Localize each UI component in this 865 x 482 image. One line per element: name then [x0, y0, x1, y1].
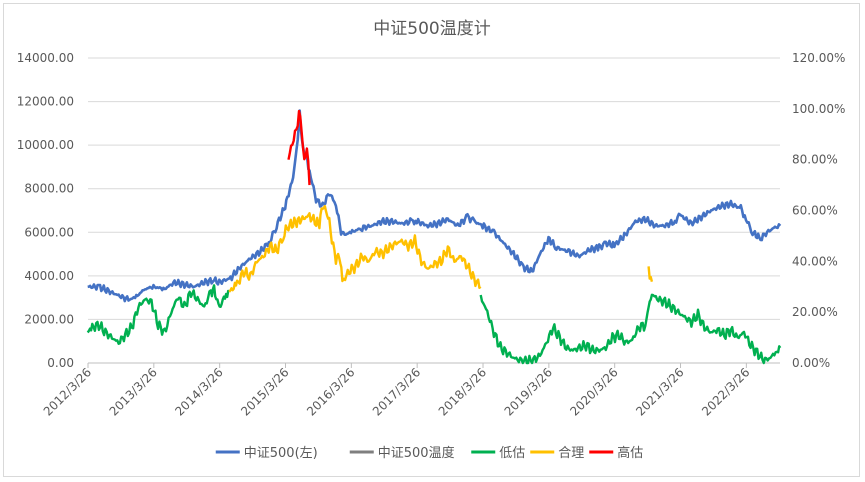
index-line — [87, 109, 782, 303]
x-tick-label: 2019/3/26 — [502, 365, 555, 418]
y-left-tick-label: 12000.00 — [17, 95, 74, 109]
y-right-tick-label: 60.00% — [792, 204, 838, 218]
y-left-tick-label: 14000.00 — [17, 51, 74, 65]
x-tick-label: 2021/3/26 — [633, 365, 686, 418]
legend-label: 中证500(左) — [244, 446, 318, 461]
legend-label: 高估 — [617, 445, 643, 461]
y-right-tick-label: 0.00% — [792, 356, 830, 370]
y-left-tick-label: 4000.00 — [24, 269, 74, 283]
low-valuation-line — [86, 284, 782, 365]
chart-title: 中证500温度计 — [373, 19, 490, 39]
x-axis: 2012/3/26 2013/3/26 2014/3/26 2015/3/26 2016… — [41, 362, 780, 419]
y-right-tick-label: 20.00% — [792, 305, 838, 319]
legend-label: 合理 — [558, 446, 584, 461]
legend: 中证500(左) 中证500温度 低估 合理 高估 — [215, 445, 643, 461]
x-tick-label: 2016/3/26 — [304, 365, 357, 418]
x-tick-label: 2014/3/26 — [172, 365, 225, 418]
y-left-tick-label: 8000.00 — [24, 182, 74, 196]
y-left-tick-label: 6000.00 — [24, 225, 74, 239]
y-right-tick-label: 100.00% — [792, 102, 845, 116]
x-tick-label: 2020/3/26 — [567, 365, 620, 418]
x-tick-label: 2022/3/26 — [699, 365, 752, 418]
y-right-tick-label: 120.00% — [792, 51, 845, 65]
y-left-tick-label: 0.00 — [47, 356, 74, 370]
x-tick-label: 2013/3/26 — [107, 365, 160, 418]
grid — [88, 57, 780, 364]
x-tick-label: 2017/3/26 — [370, 365, 423, 418]
x-tick-label: 2018/3/26 — [436, 365, 489, 418]
high-valuation-line — [287, 109, 311, 186]
series-lines — [86, 109, 782, 365]
y-left-tick-label: 2000.00 — [24, 312, 74, 326]
y-right-tick-label: 40.00% — [792, 254, 838, 268]
x-tick-label: 2015/3/26 — [238, 365, 291, 418]
fair-valuation-line — [228, 205, 654, 293]
y-right-axis: 0.00% 20.00% 40.00% 60.00% 80.00% 100.00% 120.… — [792, 51, 845, 370]
chart-svg: 中证500温度计 0.00 2000.00 4000.00 6000.00 8000.0… — [17, 19, 846, 461]
x-tick-label: 2012/3/26 — [41, 365, 94, 418]
y-right-tick-label: 80.00% — [792, 153, 838, 167]
y-left-tick-label: 10000.00 — [17, 138, 74, 152]
y-left-axis: 0.00 2000.00 4000.00 6000.00 8000.00 10000.00… — [17, 51, 74, 370]
chart-frame: 中证500温度计 0.00 2000.00 4000.00 6000.00 8000.0… — [3, 3, 860, 477]
legend-label: 低估 — [499, 446, 525, 461]
legend-label: 中证500温度 — [378, 445, 455, 461]
